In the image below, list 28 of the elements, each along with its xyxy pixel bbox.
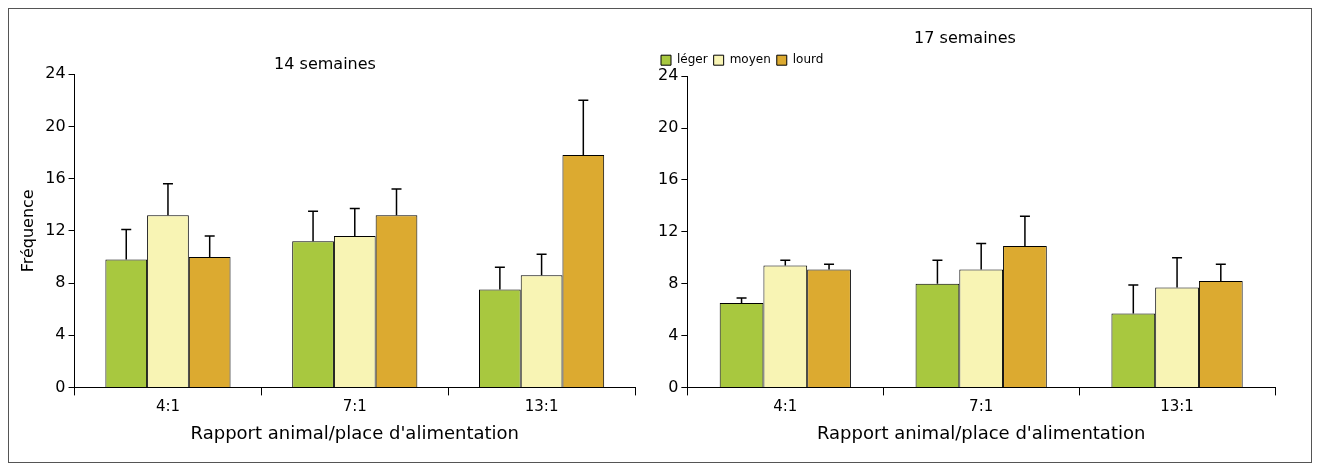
x-tick-label: 13:1 [1160,397,1194,416]
legend-label: moyen [729,52,771,67]
y-tick-label: 24 [658,65,679,85]
y-tick-label: 0 [668,376,679,396]
x-tick-label: 4:1 [773,397,798,416]
y-tick-label: 8 [668,272,679,292]
x-tick-label: 4:1 [155,397,181,416]
y-tick-label: 20 [45,115,66,135]
x-tick-label: 7:1 [342,397,367,416]
y-axis-title: Fréquence [17,189,37,273]
y-tick-label: 4 [668,324,679,344]
x-tick-label: 7:1 [969,397,994,416]
x-tick-label: 13:1 [524,397,559,416]
y-tick-label: 8 [55,272,66,292]
chart-title: 17 semaines [914,27,1016,47]
y-tick-label: 12 [658,220,679,240]
y-tick-label: 16 [658,169,679,189]
y-tick-label: 12 [45,219,66,239]
y-tick-label: 0 [55,376,66,396]
y-tick-label: 20 [658,117,679,137]
x-axis-title: Rapport animal/place d'alimentation [190,421,519,443]
x-axis-title: Rapport animal/place d'alimentation [816,421,1146,443]
y-tick-label: 24 [45,63,66,83]
legend-label: lourd [792,52,824,67]
legend-label: léger [677,52,708,67]
chart-title: 14 semaines [274,53,376,73]
y-tick-label: 16 [45,167,66,187]
y-tick-label: 4 [55,324,66,344]
